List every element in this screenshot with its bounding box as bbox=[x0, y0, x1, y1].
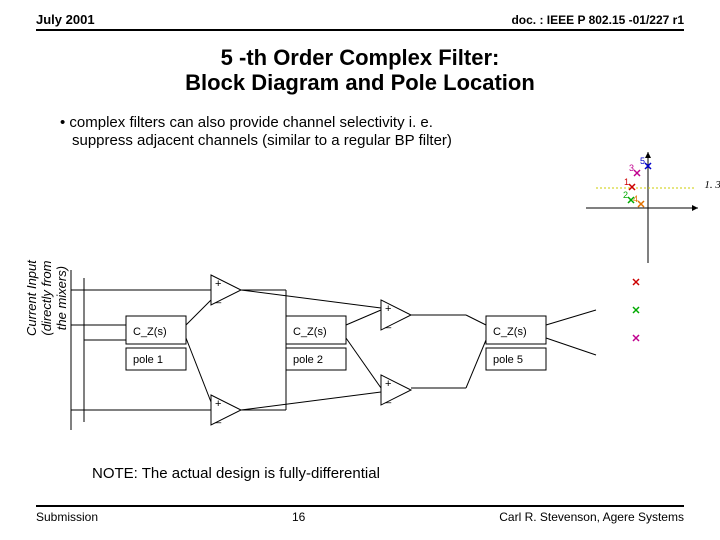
footer-row: Submission 16 Carl R. Stevenson, Agere S… bbox=[36, 510, 684, 524]
svg-text:3: 3 bbox=[629, 163, 634, 173]
pole-label-2: pole 2 bbox=[293, 354, 323, 366]
bullet-area: • complex filters can also provide chann… bbox=[60, 114, 520, 152]
block-diagram-svg: + _ + _ C_Z(s) pole 1 C_Z(s) bbox=[36, 260, 656, 440]
page-title: 5 -th Order Complex Filter: Block Diagra… bbox=[36, 45, 684, 96]
block-cz1: C_Z(s) bbox=[133, 326, 167, 338]
footer-right: Carl R. Stevenson, Agere Systems bbox=[499, 510, 684, 524]
note-text: NOTE: The actual design is fully-differe… bbox=[92, 465, 380, 482]
ylabel-l2: (directly from bbox=[39, 260, 54, 336]
title-line1: 5 -th Order Complex Filter: bbox=[36, 45, 684, 70]
footer-left: Submission bbox=[36, 510, 98, 524]
pole-label-1: pole 1 bbox=[133, 354, 163, 366]
pole-plot: 12345 1. 360 MHz bbox=[586, 148, 706, 268]
svg-text:2: 2 bbox=[623, 190, 628, 200]
svg-text:4: 4 bbox=[633, 194, 638, 204]
plus-sign: + bbox=[215, 278, 221, 290]
svg-text:1: 1 bbox=[624, 177, 629, 187]
block-diagram: Current Input (directly from the mixers)… bbox=[36, 260, 656, 440]
header-date: July 2001 bbox=[36, 12, 95, 27]
svg-text:+: + bbox=[385, 378, 391, 390]
ylabel-l1: Current Input bbox=[24, 260, 39, 336]
svg-text:_: _ bbox=[214, 412, 222, 424]
footer: Submission 16 Carl R. Stevenson, Agere S… bbox=[36, 505, 684, 524]
pole-plot-svg: 1 2 3 4 5 bbox=[586, 148, 706, 268]
footer-divider bbox=[36, 505, 684, 507]
svg-text:_: _ bbox=[384, 392, 392, 404]
bullet-line: • complex filters can also provide chann… bbox=[60, 114, 520, 133]
svg-text:_: _ bbox=[384, 317, 392, 329]
header-divider bbox=[36, 29, 684, 31]
bullet-line2: suppress adjacent channels (similar to a… bbox=[60, 132, 520, 151]
slide-root: July 2001 doc. : IEEE P 802.15 -01/227 r… bbox=[0, 0, 720, 540]
pole-label-5: pole 5 bbox=[493, 354, 523, 366]
svg-text:+: + bbox=[385, 303, 391, 315]
header: July 2001 doc. : IEEE P 802.15 -01/227 r… bbox=[36, 12, 684, 27]
footer-page: 16 bbox=[292, 510, 305, 524]
ylabel-l3: the mixers) bbox=[54, 260, 69, 336]
header-doc-ref: doc. : IEEE P 802.15 -01/227 r1 bbox=[511, 13, 684, 27]
svg-text:+: + bbox=[215, 398, 221, 410]
block-cz2: C_Z(s) bbox=[293, 326, 327, 338]
title-line2: Block Diagram and Pole Location bbox=[36, 70, 684, 95]
block-cz5: C_Z(s) bbox=[493, 326, 527, 338]
minus-sign: _ bbox=[214, 292, 222, 304]
ylabel: Current Input (directly from the mixers) bbox=[24, 260, 69, 336]
svg-text:5: 5 bbox=[640, 156, 645, 166]
freq-label: 1. 360 MHz bbox=[704, 180, 720, 191]
